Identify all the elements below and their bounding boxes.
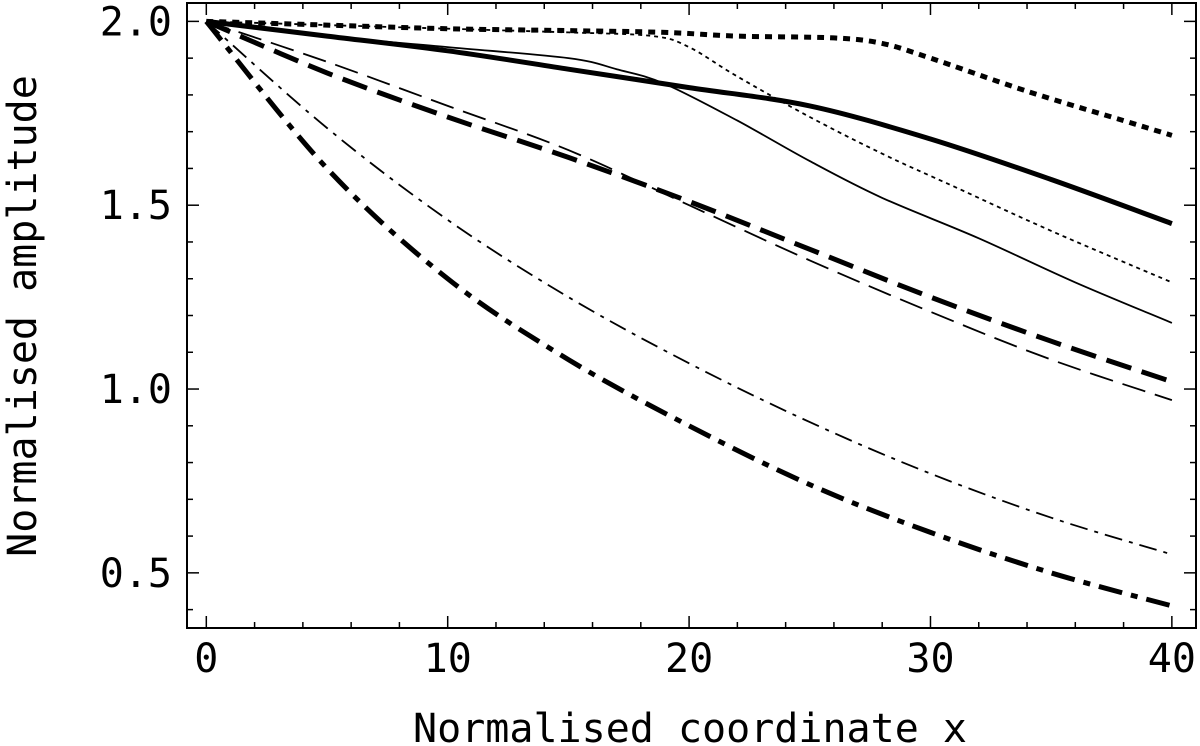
- series-line-5-thick-dashed: [205, 19, 1173, 385]
- x-tick-label: 40: [1148, 636, 1196, 682]
- ticks-layer: 0 10 20 30 40 0.5 1.0 1.5 2.0: [100, 0, 1196, 682]
- x-tick-label: 0: [194, 636, 218, 682]
- series-line-7-thin-dashdot: [205, 20, 1173, 556]
- series-line-8-thick-dashdot: [204, 19, 1173, 609]
- series-line-2-thin-solid: [206, 20, 1173, 324]
- x-tick-label: 10: [424, 636, 472, 682]
- y-tick-label: 2.0: [100, 0, 172, 45]
- series-line-3-thick-dotted: [206, 18, 1173, 138]
- x-axis-title: Normalised coordinate x: [413, 706, 967, 746]
- series-line-1-thick-solid: [206, 18, 1173, 226]
- plot-frame: [186, 2, 1197, 629]
- x-tick-label: 20: [665, 636, 713, 682]
- x-tick-label: 30: [906, 636, 954, 682]
- y-tick-label: 1.5: [100, 183, 172, 229]
- series-line-6-thin-dashed: [206, 20, 1173, 401]
- y-axis-title: Normalised amplitude: [0, 75, 46, 557]
- y-tick-label: 1.0: [100, 367, 172, 413]
- y-tick-label: 0.5: [100, 551, 172, 597]
- series-layer: [204, 18, 1173, 609]
- series-line-4-thin-dotted: [206, 20, 1173, 284]
